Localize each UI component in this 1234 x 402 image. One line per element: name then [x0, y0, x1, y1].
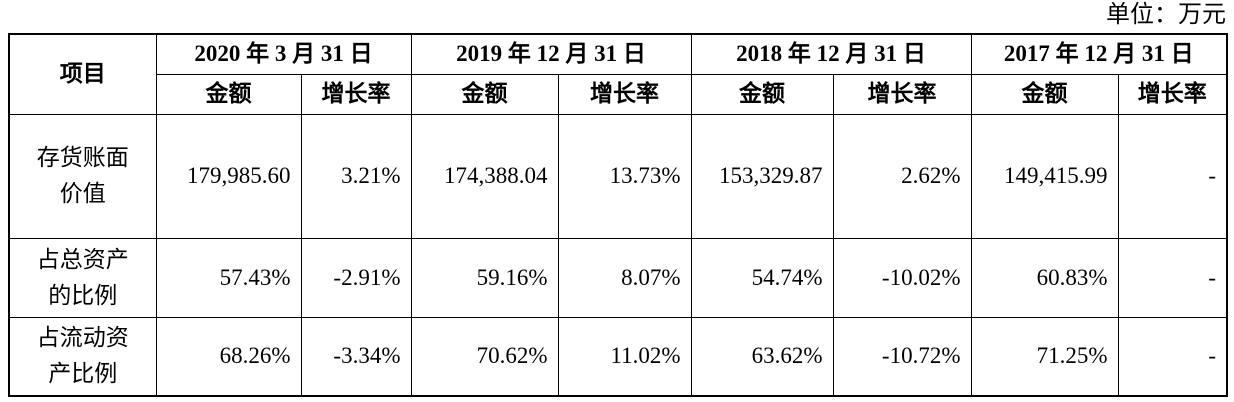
cell: 179,985.60: [155, 113, 302, 239]
cell: -: [1117, 113, 1228, 239]
stub-header: 项目: [8, 33, 157, 115]
cell: 153,329.87: [690, 113, 834, 239]
cell: -10.72%: [832, 316, 972, 397]
row-label-line: 价值: [59, 181, 106, 206]
sub-header: 金额: [970, 73, 1119, 115]
cell: -10.02%: [832, 237, 972, 318]
cell: 63.62%: [690, 316, 834, 397]
sub-header: 金额: [690, 73, 834, 115]
cell: -: [1117, 316, 1228, 397]
cell: 2.62%: [832, 113, 972, 239]
data-row: 存货账面 价值 179,985.60 3.21% 174,388.04 13.73% 153…: [8, 113, 1228, 239]
header-row: 项目 2020 年 3 月 31 日 2019 年 12 月 31 日 2018 年 …: [8, 33, 1228, 115]
data-row: 占流动资 产比例 68.26% -3.34% 70.62% 11.02% 63.62% -10…: [8, 316, 1228, 397]
sub-header: 增长率: [300, 73, 412, 115]
row-label: 占流动资 产比例: [8, 316, 157, 397]
row-label-line: 占流动资: [36, 325, 129, 351]
row-label-line: 的比例: [48, 282, 118, 308]
cell: -3.34%: [300, 316, 412, 397]
unit-note: 单位：万元: [1106, 2, 1226, 28]
sub-header: 增长率: [557, 73, 692, 115]
row-label: 占总资产 的比例: [8, 237, 157, 318]
row-label-line: 占总资产: [36, 246, 129, 272]
cell: 60.83%: [970, 237, 1119, 318]
period-header: 2017 年 12 月 31 日: [970, 33, 1228, 75]
cell: 149,415.99: [970, 113, 1119, 239]
cell: 8.07%: [557, 237, 692, 318]
row-label: 存货账面 价值: [8, 113, 157, 239]
period-header: 2020 年 3 月 31 日: [155, 33, 412, 75]
cell: 59.16%: [410, 237, 559, 318]
cell: 71.25%: [970, 316, 1119, 397]
data-row: 占总资产 的比例 57.43% -2.91% 59.16% 8.07% 54.74% -10.…: [8, 237, 1228, 318]
cell: 57.43%: [155, 237, 302, 318]
cell: -2.91%: [300, 237, 412, 318]
sub-header: 增长率: [832, 73, 972, 115]
cell: 174,388.04: [410, 113, 559, 239]
sub-header: 金额: [155, 73, 302, 115]
cell: 11.02%: [557, 316, 692, 397]
subheader-row: 金额 增长率 金额 增长率 金额 增长率 金额 增长率: [9, 73, 1228, 115]
cell: 13.73%: [557, 113, 692, 239]
cell: 68.26%: [155, 316, 302, 397]
cell: 70.62%: [410, 316, 559, 397]
row-label-line: 存货账面: [36, 145, 129, 170]
sub-header: 金额: [410, 73, 559, 115]
row-label-line: 产比例: [48, 361, 118, 387]
cell: -: [1117, 237, 1228, 318]
cell: 54.74%: [690, 237, 834, 318]
sub-header: 增长率: [1117, 73, 1228, 115]
period-header: 2018 年 12 月 31 日: [690, 33, 972, 75]
data-table: 项目 2020 年 3 月 31 日 2019 年 12 月 31 日 2018 年 …: [8, 33, 1228, 397]
period-header: 2019 年 12 月 31 日: [410, 33, 692, 75]
cell: 3.21%: [300, 113, 412, 239]
